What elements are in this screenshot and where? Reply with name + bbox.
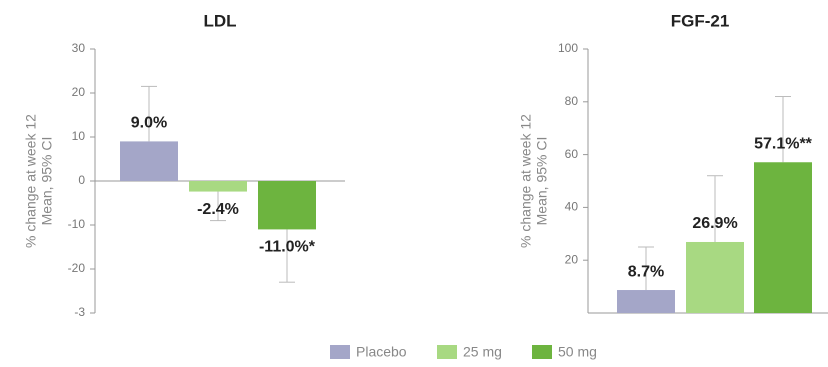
bar <box>120 141 178 181</box>
y-tick-label: 0 <box>78 173 85 187</box>
y-tick-label: 100 <box>558 41 578 55</box>
y-tick-label: -10 <box>68 217 86 231</box>
bar <box>617 290 675 313</box>
value-label: -11.0%* <box>259 239 316 256</box>
chart-title: FGF-21 <box>671 11 730 30</box>
legend-swatch <box>437 345 457 359</box>
y-axis-label: Mean, 95% CI <box>39 137 55 226</box>
y-tick-label: -3 <box>74 305 85 319</box>
y-axis-label: % change at week 12 <box>518 114 534 248</box>
bar <box>754 162 812 313</box>
value-label: -2.4% <box>197 201 239 218</box>
y-tick-label: 10 <box>72 129 86 143</box>
bar <box>686 241 744 313</box>
chart-title: LDL <box>203 11 236 30</box>
y-tick-label: 30 <box>72 41 86 55</box>
legend-swatch <box>330 345 350 359</box>
legend-swatch <box>532 345 552 359</box>
legend-label: 25 mg <box>463 344 502 360</box>
value-label: 57.1%** <box>754 135 813 152</box>
bar <box>258 181 316 230</box>
value-label: 26.9% <box>692 215 737 232</box>
y-tick-label: 60 <box>565 147 579 161</box>
y-tick-label: 80 <box>565 94 579 108</box>
bar <box>189 181 247 192</box>
y-tick-label: 20 <box>565 252 579 266</box>
y-tick-label: -20 <box>68 261 86 275</box>
value-label: 9.0% <box>131 115 167 132</box>
legend-label: 50 mg <box>558 344 597 360</box>
y-axis-label: % change at week 12 <box>23 114 39 248</box>
y-tick-label: 40 <box>565 200 579 214</box>
legend-label: Placebo <box>356 344 407 360</box>
y-axis-label: Mean, 95% CI <box>534 137 550 226</box>
y-tick-label: 20 <box>72 85 86 99</box>
value-label: 8.7% <box>628 263 664 280</box>
